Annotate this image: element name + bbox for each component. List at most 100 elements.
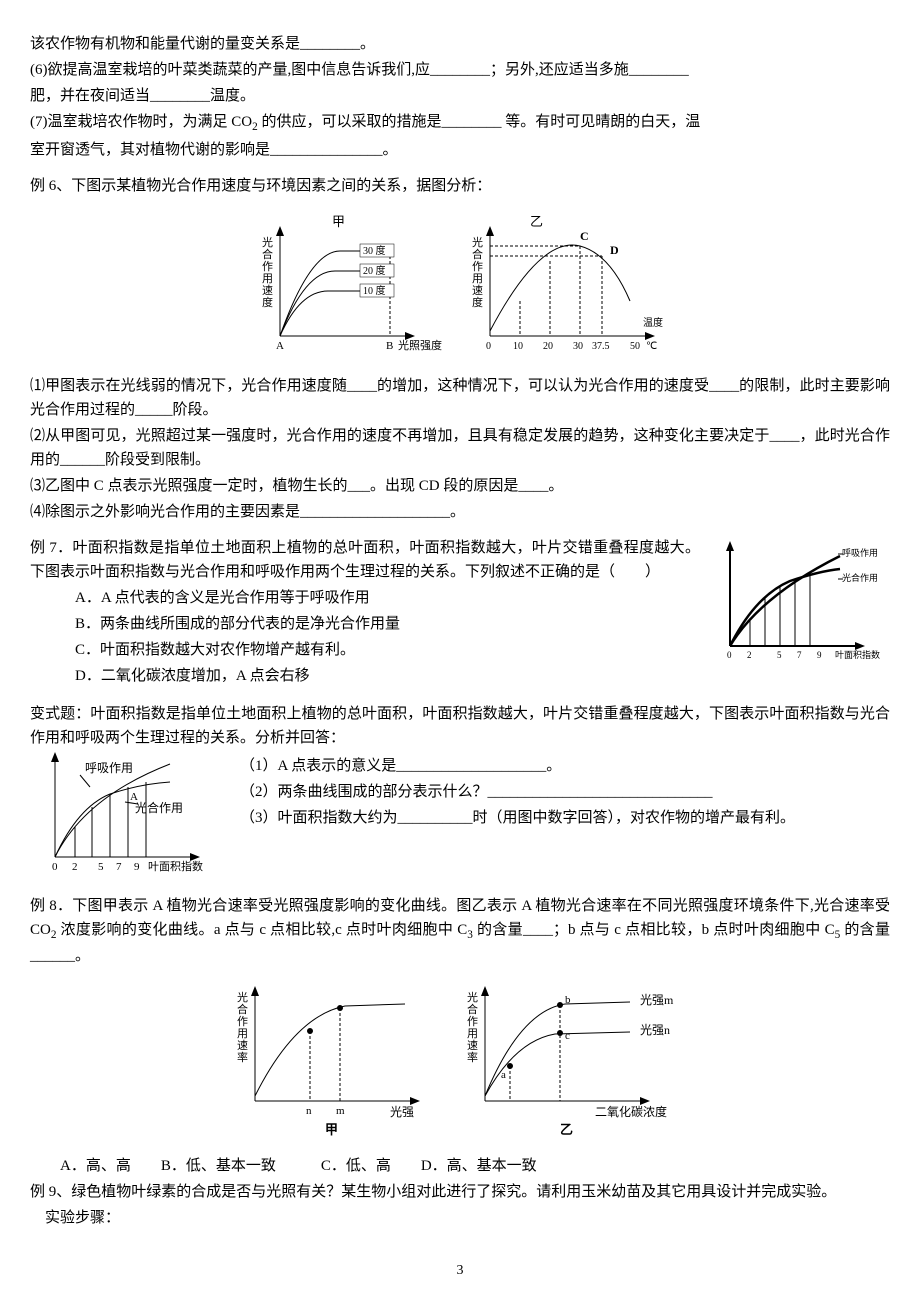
lblC: C xyxy=(580,229,589,243)
intro-line3c: 室开窗透气，其对植物代谢的影响是_______________。 xyxy=(30,138,890,162)
ex8-chart-right: 光合作用速率 a b c 光强m 光强n 二氧化碳浓度 乙 xyxy=(445,976,705,1146)
x9: 9 xyxy=(817,650,822,660)
intro-line3: (7)温室栽培农作物时，为满足 CO2 的供应，可以采取的措施是________… xyxy=(30,110,890,136)
ex7-chart: 0 2 5 7 9 叶面积指数 呼吸作用 光合作用 xyxy=(710,536,890,666)
lblD: D xyxy=(610,243,619,257)
e8l-sub: 甲 xyxy=(325,1122,338,1137)
ex6-q4: ⑷除图示之外影响光合作用的主要因素是____________________。 xyxy=(30,500,890,524)
curve-20 xyxy=(280,271,390,336)
vx5: 5 xyxy=(98,861,104,873)
e8l-xl: 光强 xyxy=(390,1105,414,1119)
vx7: 7 xyxy=(116,861,122,873)
vlead1 xyxy=(80,775,90,787)
lb: b xyxy=(565,994,571,1006)
ex8-tb: 浓度影响的变化曲线。a 点与 c 点相比较,c 点时叶肉细胞中 C xyxy=(56,922,467,938)
vxarr xyxy=(190,853,200,861)
ex9-sub: 实验步骤： xyxy=(30,1206,890,1230)
vyarr xyxy=(51,752,59,762)
x2: 2 xyxy=(747,650,752,660)
vx0: 0 xyxy=(52,861,58,873)
sn: 光强n xyxy=(640,1023,670,1037)
sm: 光强m xyxy=(640,993,674,1007)
lblA: A xyxy=(276,340,284,352)
e8rya xyxy=(481,986,489,996)
ex6-chart-left: 甲 光合作用速度 30 度 20 度 10 度 A B 光照强度 xyxy=(240,206,450,366)
variant-chart: A 呼吸作用 光合作用 0 2 5 7 9 叶面积指数 xyxy=(30,752,230,882)
ex9-title: 例 9、绿色植物叶绿素的合成是否与光照有关？某生物小组对此进行了探究。请利用玉米… xyxy=(30,1180,890,1204)
ex7-xlabel: 叶面积指数 xyxy=(835,649,880,660)
xt375: 37.5 xyxy=(592,341,610,352)
xarr xyxy=(855,642,865,650)
curve-10 xyxy=(280,291,390,336)
ex6-q2: ⑵从甲图可见，光照超过某一强度时，光合作用的速度不再增加，且具有稳定发展的趋势，… xyxy=(30,424,890,472)
ex6-left-xlabel: 光照强度 xyxy=(398,338,442,352)
e8r-xl: 二氧化碳浓度 xyxy=(595,1104,667,1119)
ex8-chart-left: 光合作用速率 n m 光强 甲 xyxy=(215,976,445,1146)
variant-row: A 呼吸作用 光合作用 0 2 5 7 9 叶面积指数 （1）A 点表示的意义是… xyxy=(30,752,890,882)
ex7-top: 呼吸作用 xyxy=(842,547,878,558)
xt0: 0 xyxy=(486,341,491,352)
variant-q3: （3）叶面积指数大约为__________时（用图中数字回答），对农作物的增产最… xyxy=(240,806,890,830)
vx2: 2 xyxy=(72,861,78,873)
lc: c xyxy=(565,1030,570,1042)
ex6-q3: ⑶乙图中 C 点表示光照强度一定时，植物生长的___。出现 CD 段的原因是__… xyxy=(30,474,890,498)
page-number: 3 xyxy=(30,1260,890,1282)
e8lxa xyxy=(410,1097,420,1105)
lbl30: 30 度 xyxy=(363,244,386,257)
ex8r-yl: 光合作用速率 xyxy=(467,990,478,1064)
ex6-right-xlabel1: 温度 xyxy=(643,316,663,329)
variant-title: 变式题：叶面积指数是指单位土地面积上植物的总叶面积，叶面积指数越大，叶片交错重叠… xyxy=(30,702,890,750)
ex6-chart-right: 乙 光合作用速度 C D 0 10 20 30 37.5 50 温度 ℃ xyxy=(450,206,680,366)
xt50: 50 xyxy=(630,341,640,352)
xarrow2 xyxy=(645,332,655,340)
vx9: 9 xyxy=(134,861,140,873)
ex6-q1: ⑴甲图表示在光线弱的情况下，光合作用速度随____的增加，这种情况下，可以认为光… xyxy=(30,374,890,422)
resp-curve xyxy=(730,556,840,646)
lbln: n xyxy=(306,1105,312,1117)
la: a xyxy=(501,1069,506,1081)
x0: 0 xyxy=(727,650,732,660)
variant-q1: （1）A 点表示的意义是____________________。 xyxy=(240,754,890,778)
intro-line2a: (6)欲提高温室栽培的叶菜类蔬菜的产量,图中信息告诉我们,应________；另… xyxy=(30,58,890,82)
ex6-charts-row: 甲 光合作用速度 30 度 20 度 10 度 A B 光照强度 乙 光合作用速… xyxy=(30,206,890,366)
cm xyxy=(485,1002,630,1096)
lbl10: 10 度 xyxy=(363,284,386,297)
yarrow2 xyxy=(486,226,494,236)
xt30: 30 xyxy=(573,341,583,352)
ex6-title: 例 6、下图示某植物光合作用速度与环境因素之间的关系，据图分析： xyxy=(30,174,890,198)
ex8l-yl: 光合作用速率 xyxy=(237,990,248,1064)
ex7-bot: 光合作用 xyxy=(842,572,878,583)
vphoto xyxy=(55,782,170,857)
ex6-right-ylabel: 光合作用速度 xyxy=(472,235,483,309)
e8lcurve xyxy=(255,1004,405,1096)
lblB: B xyxy=(386,340,393,352)
intro-line3a: (7)温室栽培农作物时，为满足 CO xyxy=(30,114,252,130)
ex8-charts-row: 光合作用速率 n m 光强 甲 光合作用速率 a b xyxy=(30,976,890,1146)
x5: 5 xyxy=(777,650,782,660)
ex8-tc: 的含量____；b 点与 c 点相比较，b 点时叶肉细胞中 C xyxy=(473,922,835,938)
lblm: m xyxy=(336,1105,345,1117)
xarrow xyxy=(405,332,415,340)
curve-temp xyxy=(490,245,630,331)
e8rxa xyxy=(640,1097,650,1105)
ex6-right-title: 乙 xyxy=(530,214,543,229)
x7: 7 xyxy=(797,650,802,660)
e8r-sub: 乙 xyxy=(560,1122,573,1137)
ex8-title: 例 8．下图甲表示 A 植物光合速率受光照强度影响的变化曲线。图乙表示 A 植物… xyxy=(30,894,890,968)
intro-line3b: 的供应，可以采取的措施是________ 等。有时可见晴朗的白天，温 xyxy=(258,114,701,130)
ex8-options: A．高、高 B．低、基本一致 C．低、高 D．高、基本一致 xyxy=(30,1154,890,1178)
intro-line2b: 肥，并在夜间适当________温度。 xyxy=(30,84,890,108)
xt20: 20 xyxy=(543,341,553,352)
ex6-left-title: 甲 xyxy=(332,214,345,229)
variant-q2: （2）两条曲线围成的部分表示什么？_______________________… xyxy=(240,780,890,804)
cn xyxy=(485,1032,630,1096)
ex7-optD: D．二氧化碳浓度增加，A 点会右移 xyxy=(30,664,890,688)
ex6-right-xlabel2: ℃ xyxy=(646,341,657,352)
xt10: 10 xyxy=(513,341,523,352)
photo-curve xyxy=(730,569,840,646)
e8lya xyxy=(251,986,259,996)
yarrow xyxy=(276,226,284,236)
vxl: 叶面积指数 xyxy=(148,859,203,873)
yarr xyxy=(726,541,734,551)
ex6-left-ylabel: 光合作用速度 xyxy=(262,235,273,309)
